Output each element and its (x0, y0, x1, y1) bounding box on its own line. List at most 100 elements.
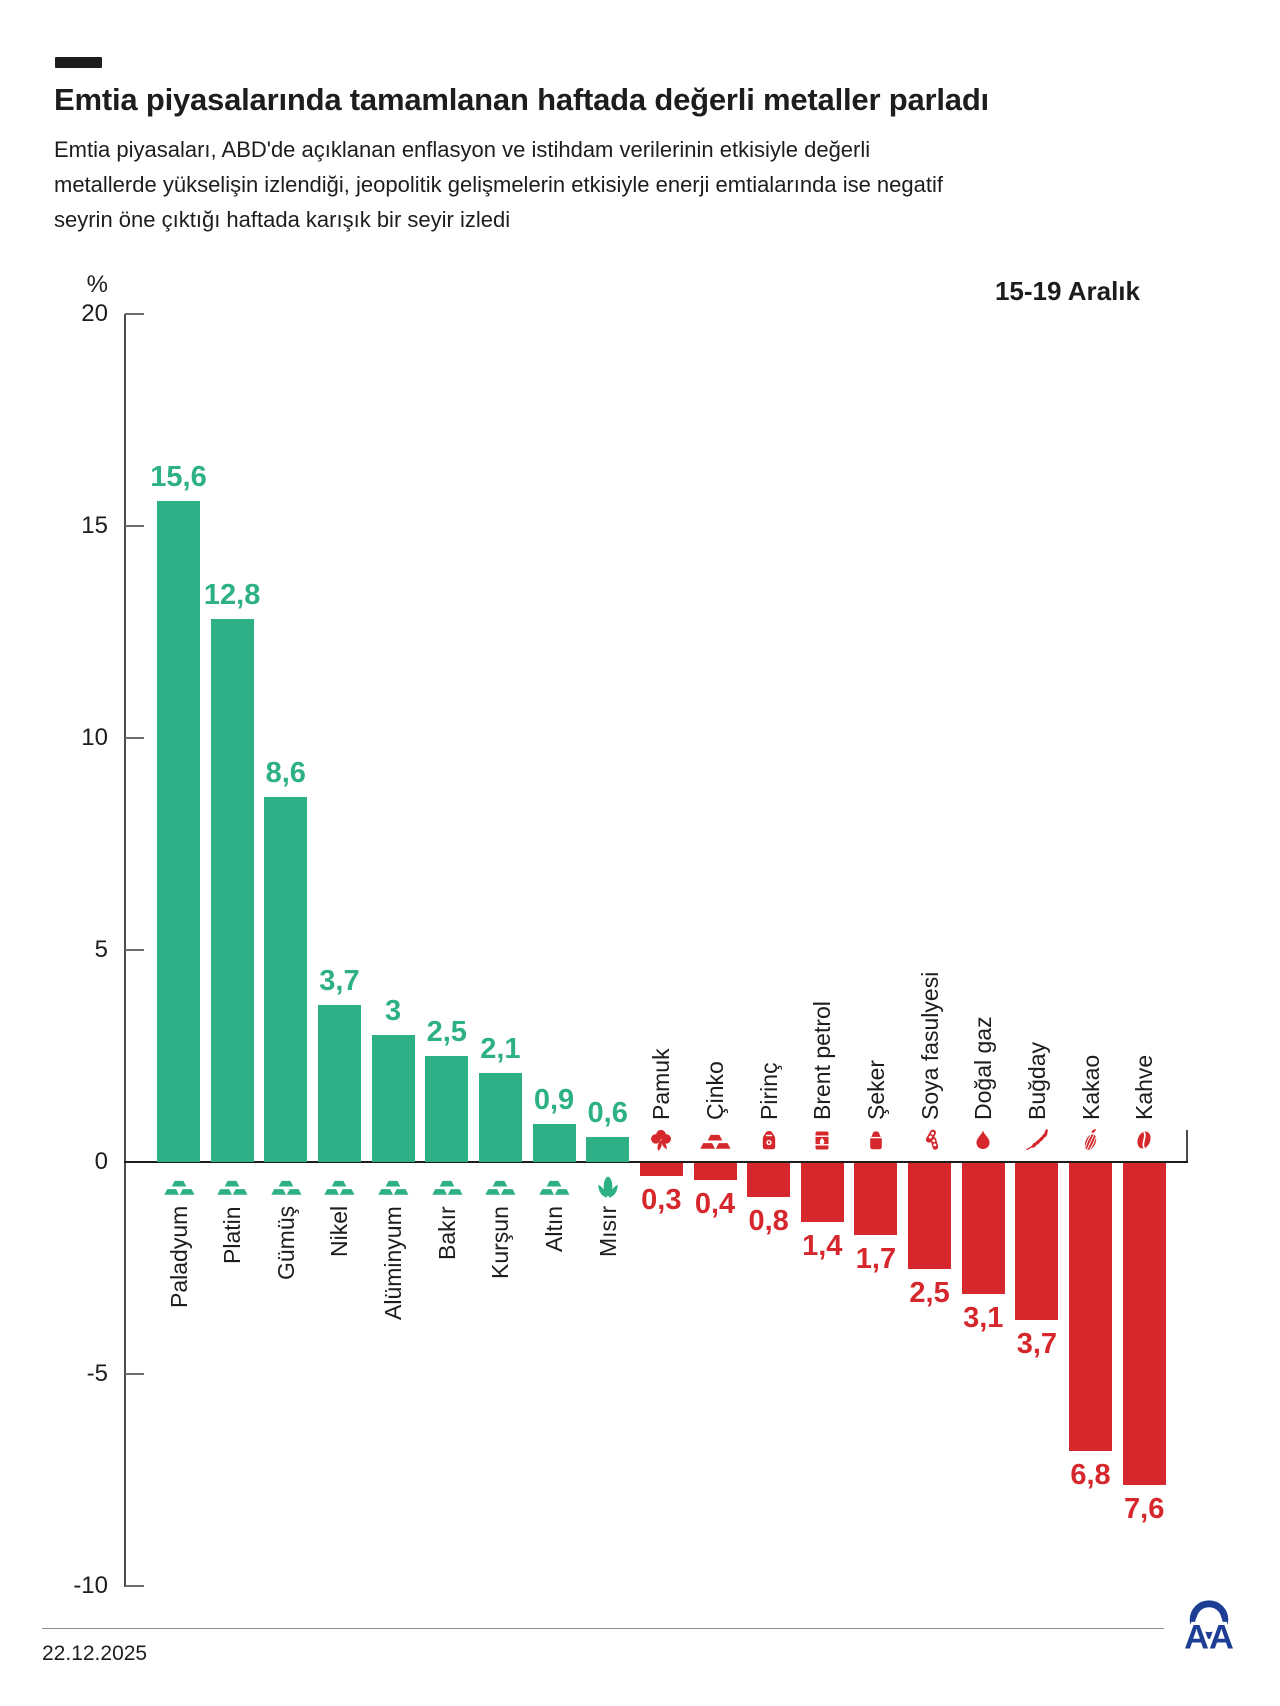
agency-logo-text: AA (1184, 1619, 1234, 1657)
value-label-misir: 0,6 (587, 1096, 628, 1129)
bar-platin (210, 619, 254, 1162)
value-label-brent-petrol: 1,4 (802, 1230, 843, 1263)
value-label-soya-fasulyesi: 2,5 (909, 1277, 950, 1309)
ingots-icon (537, 1172, 571, 1200)
bar-nikel (317, 1005, 361, 1162)
category-label-pamuk: Pamuk (648, 1048, 675, 1120)
period-label: 15-19 Aralık (994, 276, 1140, 306)
category-label-nikel: Nikel (326, 1205, 353, 1257)
y-axis-tick--5 (125, 1373, 144, 1375)
bar-brent-petrol (800, 1163, 844, 1223)
y-axis-label-0: 0 (94, 1148, 108, 1175)
bar-pirinc (747, 1163, 791, 1197)
x-axis-end-tick (1186, 1130, 1188, 1161)
category-label-gumus: Gümüş (272, 1205, 299, 1280)
value-label-kursun: 2,1 (480, 1032, 521, 1065)
bar-dogal-gaz (961, 1163, 1005, 1295)
anadolu-agency-logo: AA (1181, 1600, 1237, 1660)
bar-bakir (425, 1056, 469, 1162)
bar-misir (586, 1136, 630, 1162)
ingots-icon (162, 1172, 196, 1200)
y-axis-label--5: -5 (86, 1360, 108, 1387)
value-label-cinko: 0,4 (694, 1187, 736, 1220)
value-label-bakir: 2,5 (426, 1016, 467, 1048)
value-label-pirinc: 0,8 (748, 1204, 789, 1237)
value-label-nikel: 3,7 (319, 965, 360, 998)
y-axis-label--10: -10 (73, 1572, 108, 1599)
value-label-seker: 1,7 (855, 1243, 897, 1276)
oil-barrel-icon (805, 1126, 839, 1154)
ingots-icon (698, 1126, 732, 1154)
bar-soya-fasulyesi (908, 1163, 952, 1269)
y-axis-tick-5 (125, 949, 144, 951)
category-label-bakir: Bakır (433, 1206, 460, 1260)
y-axis-label-15: 15 (81, 512, 108, 539)
value-label-kahve: 7,6 (1124, 1493, 1165, 1526)
value-label-pamuk: 0,3 (641, 1183, 682, 1216)
category-label-altin: Altın (541, 1205, 568, 1252)
y-axis-tick-15 (125, 525, 144, 527)
value-label-paladyum: 15,6 (150, 460, 207, 493)
cocoa-icon (1074, 1126, 1108, 1154)
publication-date: 22.12.2025 (42, 1642, 148, 1665)
ingots-icon (483, 1172, 517, 1200)
ingots-icon (322, 1172, 356, 1200)
ingots-icon (269, 1172, 303, 1200)
category-label-kakao: Kakao (1077, 1054, 1104, 1120)
bar-pamuk (639, 1163, 683, 1176)
bar-kahve (1122, 1163, 1166, 1486)
category-label-platin: Platin (219, 1206, 246, 1264)
y-axis-tick--10 (125, 1585, 144, 1587)
x-axis-zero-line (124, 1161, 1188, 1163)
page-title: Emtia piyasalarında tamamlanan haftada d… (54, 82, 989, 117)
value-label-kakao: 6,8 (1070, 1459, 1111, 1492)
category-label-aluminyum: Alüminyum (380, 1206, 407, 1320)
category-label-bugday: Buğday (1023, 1041, 1050, 1120)
footer-divider (42, 1628, 1164, 1629)
category-label-kursun: Kurşun (487, 1206, 514, 1279)
value-label-aluminyum: 3 (385, 994, 402, 1027)
bar-kursun (478, 1072, 522, 1162)
value-label-gumus: 8,6 (265, 757, 306, 790)
category-label-soya-fasulyesi: Soya fasulyesi (916, 971, 943, 1120)
category-label-brent-petrol: Brent petrol (809, 1001, 836, 1120)
ingots-icon (215, 1172, 249, 1200)
value-label-bugday: 3,7 (1016, 1327, 1058, 1360)
y-axis-unit-label: % (86, 271, 108, 298)
category-label-paladyum: Paladyum (165, 1205, 192, 1308)
y-axis-tick-20 (125, 313, 144, 315)
flame-icon (966, 1126, 1000, 1154)
header-dash (55, 57, 102, 68)
value-label-altin: 0,9 (533, 1083, 575, 1116)
category-label-kahve: Kahve (1131, 1054, 1158, 1120)
page-subtitle: Emtia piyasaları, ABD'de açıklanan enfla… (54, 137, 943, 232)
category-label-dogal-gaz: Doğal gaz (970, 1016, 997, 1120)
bar-altin (532, 1123, 576, 1162)
corn-icon (591, 1172, 625, 1200)
y-axis-label-20: 20 (81, 300, 108, 327)
y-axis-label-10: 10 (81, 724, 108, 751)
category-label-pirinc: Pirinç (755, 1062, 782, 1120)
rice-sack-icon (752, 1126, 786, 1154)
bar-gumus (264, 797, 308, 1162)
ingots-icon (376, 1172, 410, 1200)
value-label-dogal-gaz: 3,1 (963, 1302, 1004, 1335)
bar-seker (854, 1163, 898, 1236)
category-label-cinko: Çinko (702, 1061, 728, 1120)
bar-cinko (693, 1163, 737, 1180)
category-label-seker: Şeker (862, 1059, 889, 1120)
wheat-icon (1020, 1126, 1054, 1154)
bar-bugday (1015, 1163, 1059, 1320)
value-label-platin: 12,8 (203, 579, 261, 612)
bar-kakao (1069, 1163, 1113, 1452)
soybean-icon (913, 1126, 947, 1154)
coffee-bean-icon (1127, 1126, 1161, 1154)
cotton-icon (644, 1126, 678, 1154)
y-axis-label-5: 5 (94, 936, 108, 963)
bar-aluminyum (371, 1034, 415, 1162)
ingots-icon (430, 1172, 464, 1200)
sugar-sack-icon (859, 1126, 893, 1154)
y-axis-tick-10 (125, 737, 144, 739)
